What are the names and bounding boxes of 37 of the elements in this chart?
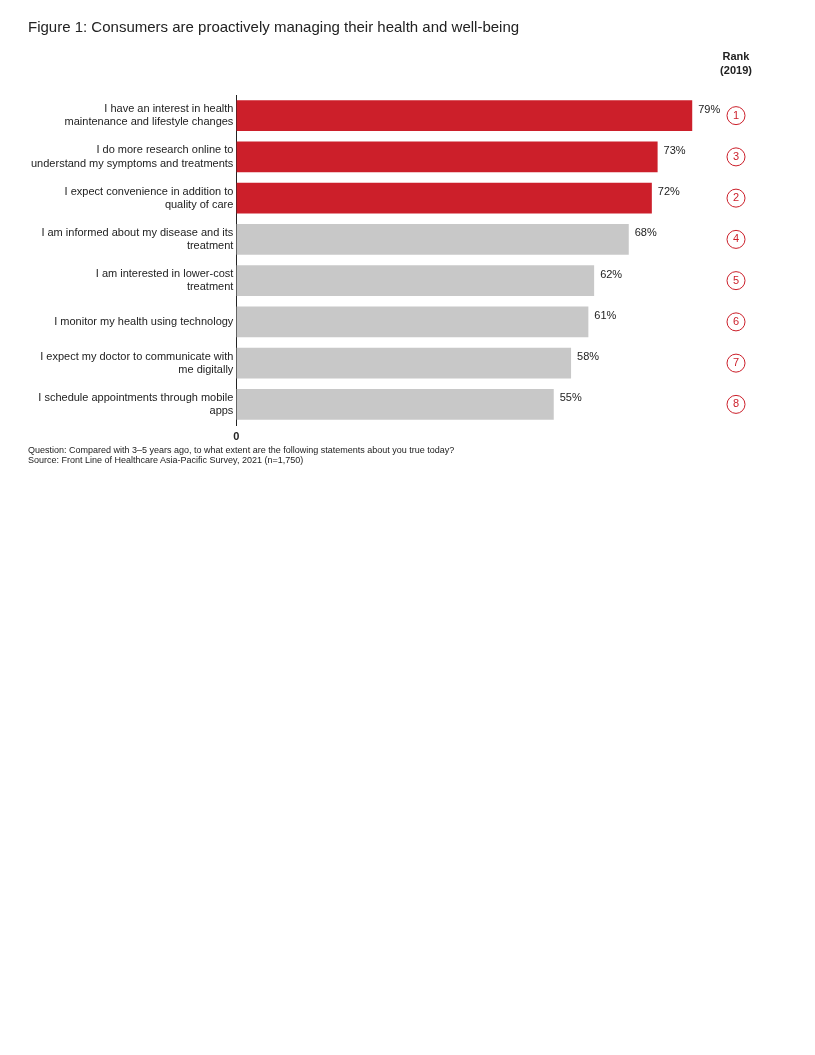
bar [236, 265, 595, 297]
data-label: 72% [657, 185, 681, 198]
text: Rank (2019) [720, 50, 753, 77]
text: 2 [732, 191, 740, 204]
data-label: 58% [577, 350, 600, 363]
chart-title: Figure 1: Consumers are proactively managing their health and well-being [28, 18, 521, 35]
text: 4 [732, 232, 740, 245]
bar [236, 182, 652, 214]
data-label: 79% [698, 102, 721, 115]
data-label: 68% [634, 226, 657, 239]
bar [236, 141, 658, 173]
bar [236, 100, 693, 132]
bar [236, 223, 629, 255]
text: 7 [732, 356, 740, 369]
y-tick-label: I do more research online to understand my symptoms and treatments [30, 143, 234, 169]
text: 5 [732, 273, 740, 286]
y-tick-label: I am interested in lower-cost treatment [95, 267, 234, 293]
text: Question: Compared with 3–5 years ago, to what extent are the following statements about you true today? [28, 445, 456, 455]
y-tick-label: I monitor my health using technology [54, 314, 234, 327]
text: 1 [732, 108, 740, 121]
bar [236, 388, 554, 420]
text: 3 [732, 149, 740, 162]
y-tick-label: I have an interest in health maintenance and lifestyle changes [64, 102, 234, 128]
data-label: 62% [600, 267, 623, 280]
y-tick-label: I expect my doctor to communicate with me digitally [40, 349, 234, 375]
text: 8 [732, 397, 740, 410]
y-tick-label: I schedule appointments through mobile apps [38, 390, 234, 417]
text: 0 [233, 430, 240, 443]
bar [236, 306, 589, 338]
data-label: 73% [663, 143, 686, 156]
y-tick-label: I expect convenience in addition to quality of care [64, 184, 234, 210]
bar [236, 347, 572, 379]
data-label: 55% [559, 391, 582, 404]
data-label: 61% [594, 308, 617, 321]
text: 6 [732, 314, 740, 327]
source-note: Source: Front Line of Healthcare Asia-Pacific Survey, 2021 (n=1,750) [28, 455, 305, 465]
y-tick-label: I am informed about my disease and its treatment [41, 225, 234, 252]
